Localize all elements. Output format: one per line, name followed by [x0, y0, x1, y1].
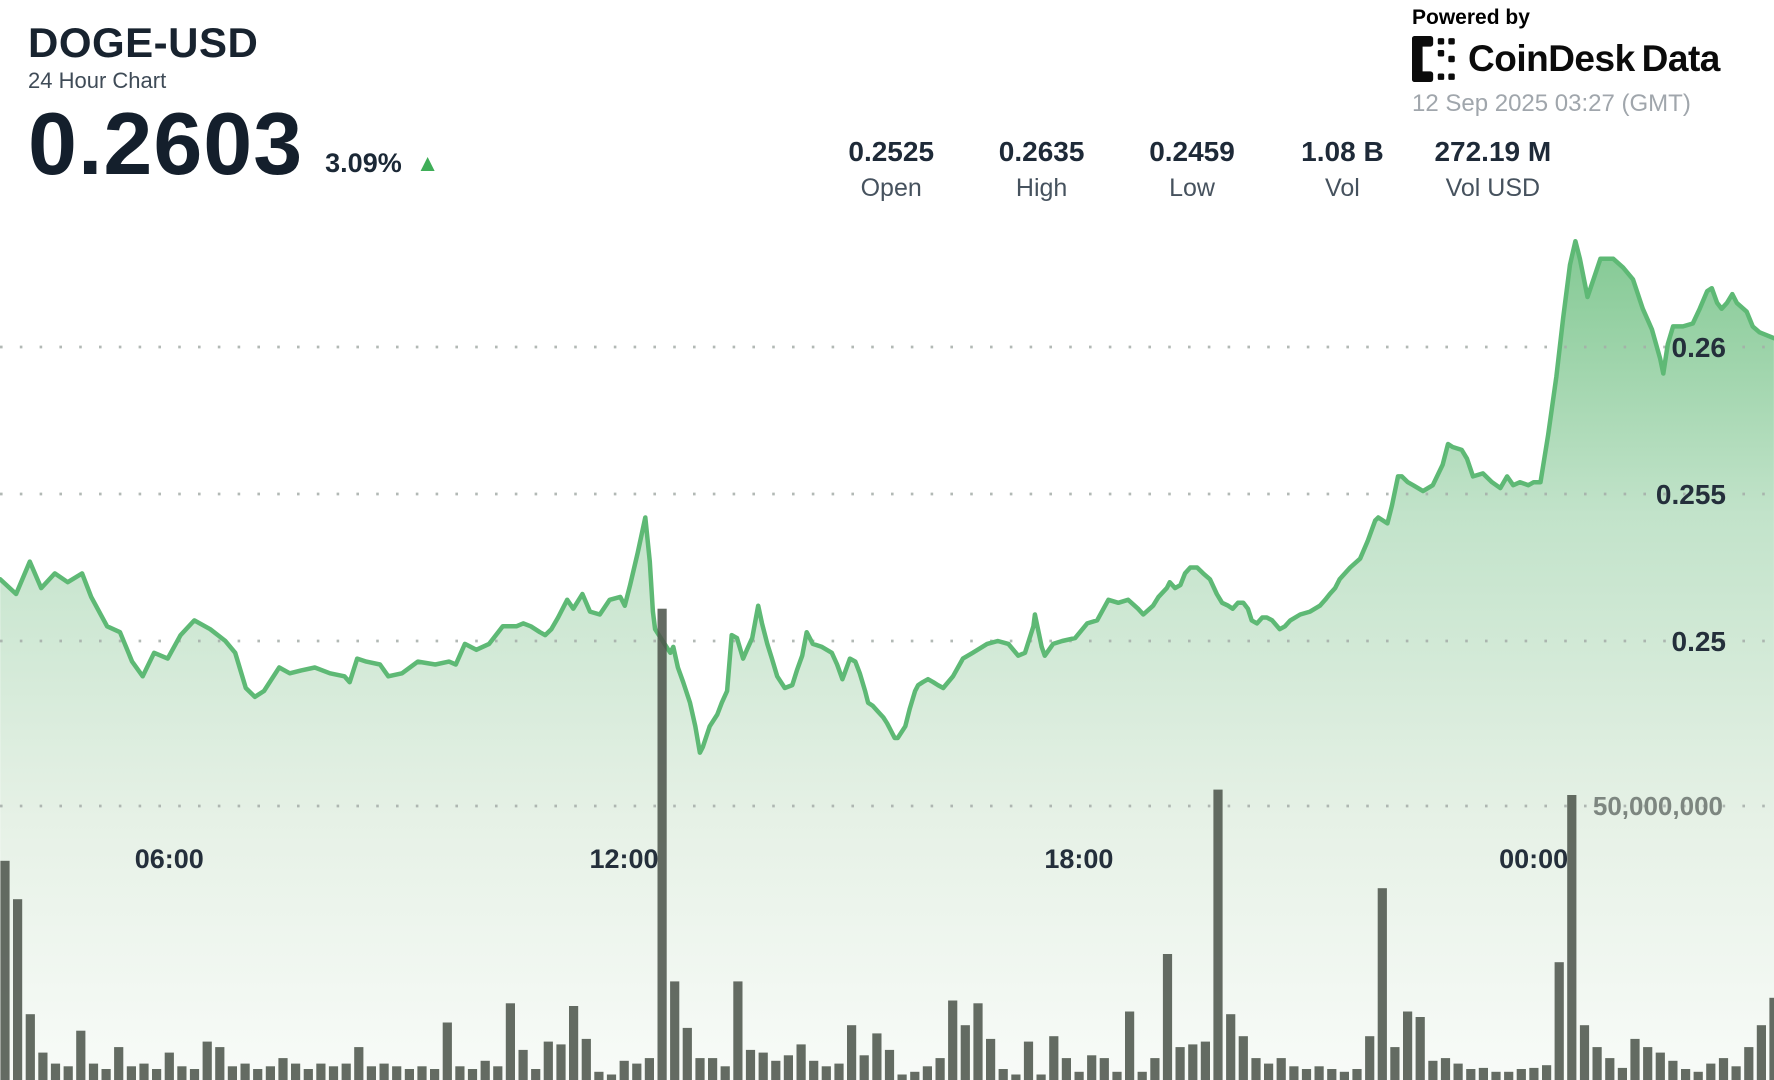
brand-primary: CoinDesk: [1468, 38, 1635, 79]
stat-volume-value: 1.08 B: [1301, 136, 1384, 167]
axis-tick-label: 00:00: [1499, 844, 1568, 874]
stat-low: 0.2459 Low: [1117, 136, 1267, 203]
page-title: DOGE-USD: [28, 19, 259, 66]
stat-volume: 1.08 B Vol: [1267, 136, 1417, 203]
powered-by-label: Powered by: [1412, 6, 1530, 29]
stat-volume-usd: 272.19 M Vol USD: [1418, 136, 1568, 203]
axis-tick-label: 06:00: [135, 844, 204, 874]
axis-tick-label: 0.26: [1672, 332, 1727, 363]
instrument-header: DOGE-USD 24 Hour Chart 0.2603 3.09% ▲: [28, 19, 440, 194]
coindesk-logo[interactable]: CoinDesk Data: [1412, 36, 1774, 82]
up-triangle-icon: ▲: [415, 149, 440, 177]
timestamp: 12 Sep 2025 03:27 (GMT): [1412, 90, 1691, 117]
axis-tick-label: 18:00: [1044, 844, 1113, 874]
stat-open-value: 0.2525: [848, 136, 935, 167]
stats-row: 0.2525 Open 0.2635 High 0.2459 Low 1.08 …: [816, 136, 1568, 203]
coindesk-logo-icon: [1412, 36, 1455, 82]
price-line: [0, 238, 1774, 755]
stat-volume-usd-label: Vol USD: [1445, 174, 1541, 203]
axis-tick-label: 12:00: [590, 844, 659, 874]
stat-volume-label: Vol: [1325, 174, 1360, 203]
stat-low-value: 0.2459: [1149, 136, 1235, 167]
stat-open-label: Open: [860, 174, 922, 203]
axis-tick-label: 0.25: [1672, 626, 1727, 657]
stat-low-label: Low: [1169, 174, 1215, 203]
price-area: [0, 241, 1774, 1080]
coindesk-logo-text: CoinDesk Data: [1468, 38, 1720, 80]
powered-by-block: Powered by CoinDesk Data 12 Sep 2025 03:2…: [1412, 6, 1774, 118]
axis-tick-label: 50,000,000: [1593, 791, 1723, 821]
stat-volume-usd-value: 272.19 M: [1434, 136, 1552, 167]
stat-open: 0.2525 Open: [816, 136, 966, 203]
stat-high-label: High: [1015, 174, 1068, 203]
current-price: 0.2603: [28, 94, 304, 194]
price-change-percent: 3.09%: [325, 148, 402, 179]
brand-secondary: Data: [1641, 38, 1721, 79]
axis-labels-layer: 0.26 0.255 0.25 50,000,000 06:00 12:00 18:00 00…: [135, 332, 1726, 874]
axis-tick-label: 0.255: [1656, 479, 1726, 510]
stat-high: 0.2635 High: [966, 136, 1116, 203]
chart-subtitle: 24 Hour Chart: [28, 68, 167, 94]
stat-high-value: 0.2635: [998, 136, 1085, 167]
volume-bars-layer: [0, 608, 1774, 1080]
